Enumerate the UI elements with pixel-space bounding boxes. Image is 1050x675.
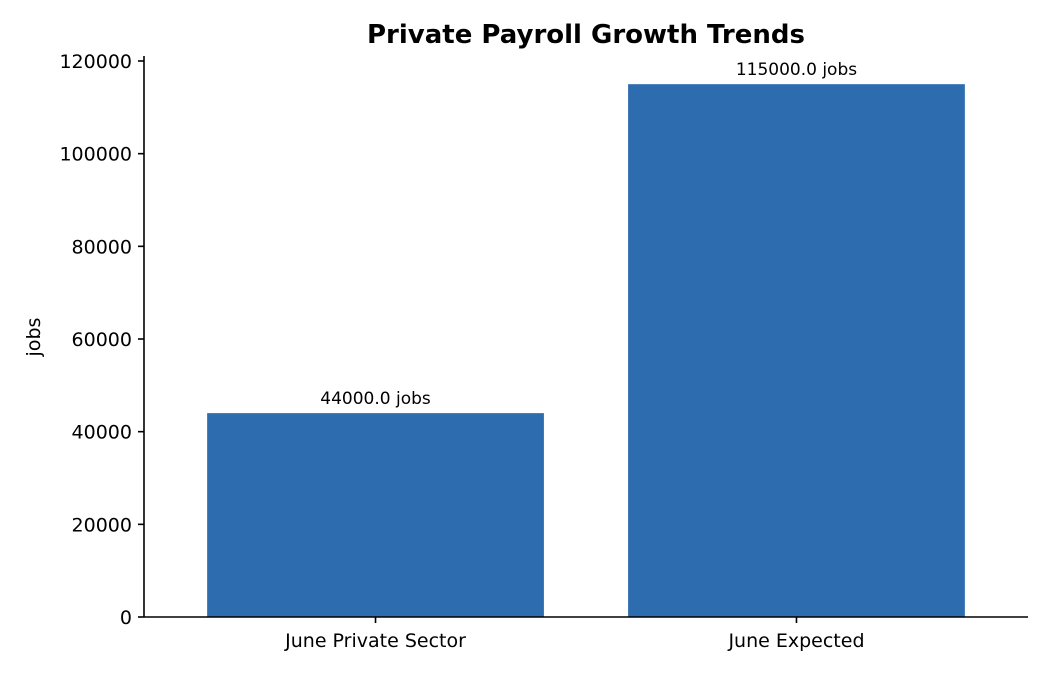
y-tick-label: 40000 [72,422,132,444]
y-tick-label: 100000 [59,144,132,166]
y-ticks: 0 20000 40000 60000 80000 100000 120000 [59,51,144,629]
x-tick-label: June Expected [727,630,864,652]
bar [628,84,965,617]
bar [207,413,544,617]
bar-data-label: 115000.0 jobs [736,60,857,80]
y-tick-label: 120000 [59,51,132,73]
x-tick-label: June Private Sector [284,630,466,652]
y-tick-label: 60000 [72,329,132,351]
y-tick-label: 0 [120,607,132,629]
y-tick-label: 80000 [72,236,132,258]
x-ticks: June Private Sector June Expected [284,617,865,652]
bars-layer: 44000.0 jobs 115000.0 jobs [207,60,965,617]
bar-data-label: 44000.0 jobs [320,389,431,409]
chart-title: Private Payroll Growth Trends [367,20,805,50]
y-axis-label: jobs [23,318,45,358]
y-tick-label: 20000 [72,514,132,536]
